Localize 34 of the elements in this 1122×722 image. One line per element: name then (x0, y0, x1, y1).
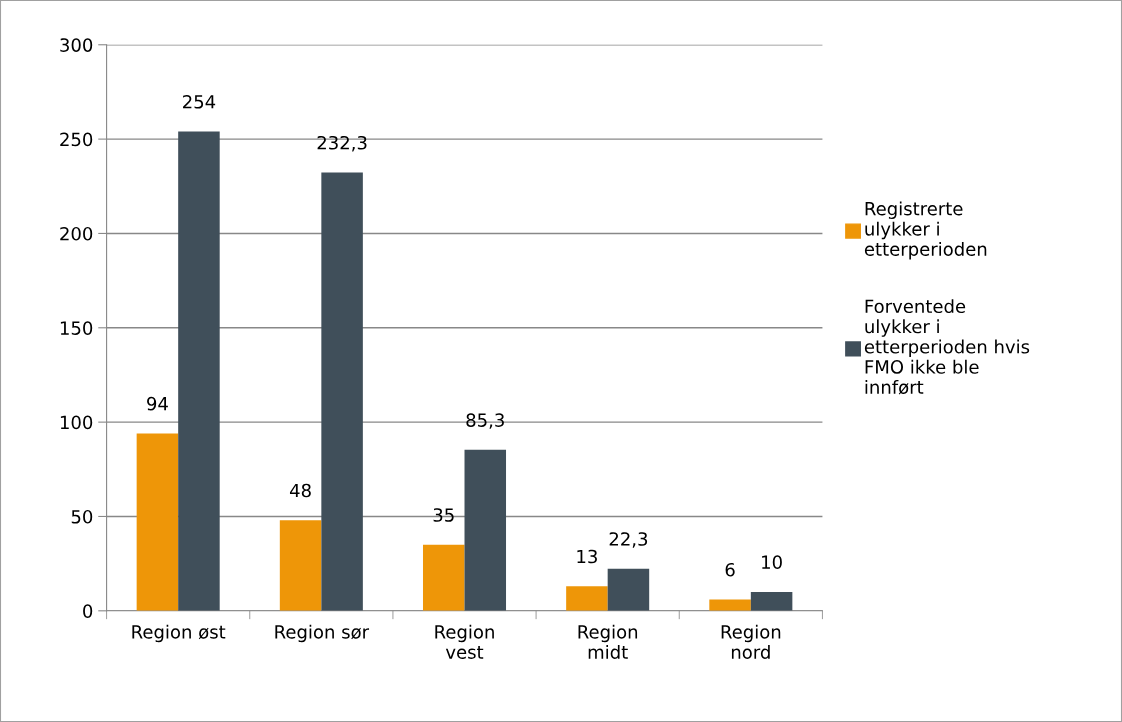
bar (178, 131, 220, 611)
data-label: 48 (289, 483, 311, 498)
y-tick-label: 50 (71, 509, 93, 524)
bar (422, 544, 465, 611)
bar (279, 520, 322, 611)
data-label: 94 (147, 396, 168, 411)
x-tick-label: Region midt (578, 624, 638, 659)
data-label: 22,3 (609, 532, 648, 548)
data-label: 6 (725, 562, 735, 577)
y-tick-label: 150 (60, 321, 93, 335)
y-tick-label: 100 (60, 415, 93, 430)
data-label: 35 (433, 508, 454, 522)
y-tick-label: 250 (60, 132, 93, 147)
bar (321, 172, 363, 611)
bar (464, 449, 507, 611)
y-tick-label: 0 (83, 604, 93, 618)
data-label: 13 (577, 549, 597, 564)
y-tick-label: 200 (60, 226, 93, 241)
legend-label: Registrerte ulykker i etterperioden (864, 201, 987, 260)
bar (709, 599, 751, 611)
x-tick-label: Region sør (275, 624, 370, 643)
data-label: 232,3 (317, 135, 367, 152)
x-tick-label: Region vest (435, 624, 494, 659)
bar (607, 568, 650, 611)
x-tick-label: Region øst (132, 624, 226, 643)
legend-label: Forventede ulykker i etterperioden hvis FMO ikke ble innført (864, 299, 1030, 395)
bar (136, 433, 179, 611)
x-tick-label: Region nord (721, 624, 781, 659)
data-label: 85,3 (466, 413, 504, 429)
y-tick-label: 300 (60, 38, 93, 52)
data-label: 10 (762, 555, 782, 569)
bar (750, 591, 793, 611)
data-label: 254 (183, 94, 216, 109)
bar (566, 586, 608, 611)
